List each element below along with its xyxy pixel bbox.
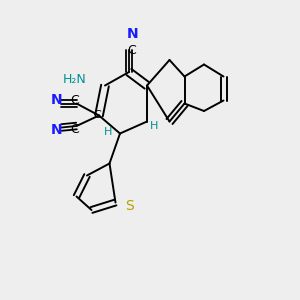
Text: H: H	[104, 127, 112, 137]
Text: C: C	[94, 110, 101, 121]
Text: N: N	[51, 123, 63, 137]
Text: H₂N: H₂N	[63, 73, 87, 86]
Text: H: H	[149, 121, 158, 131]
Text: C: C	[70, 94, 80, 107]
Text: N: N	[51, 94, 63, 107]
Text: C: C	[128, 44, 136, 58]
Text: N: N	[127, 27, 138, 40]
Text: S: S	[124, 199, 134, 212]
Text: C: C	[70, 122, 80, 136]
